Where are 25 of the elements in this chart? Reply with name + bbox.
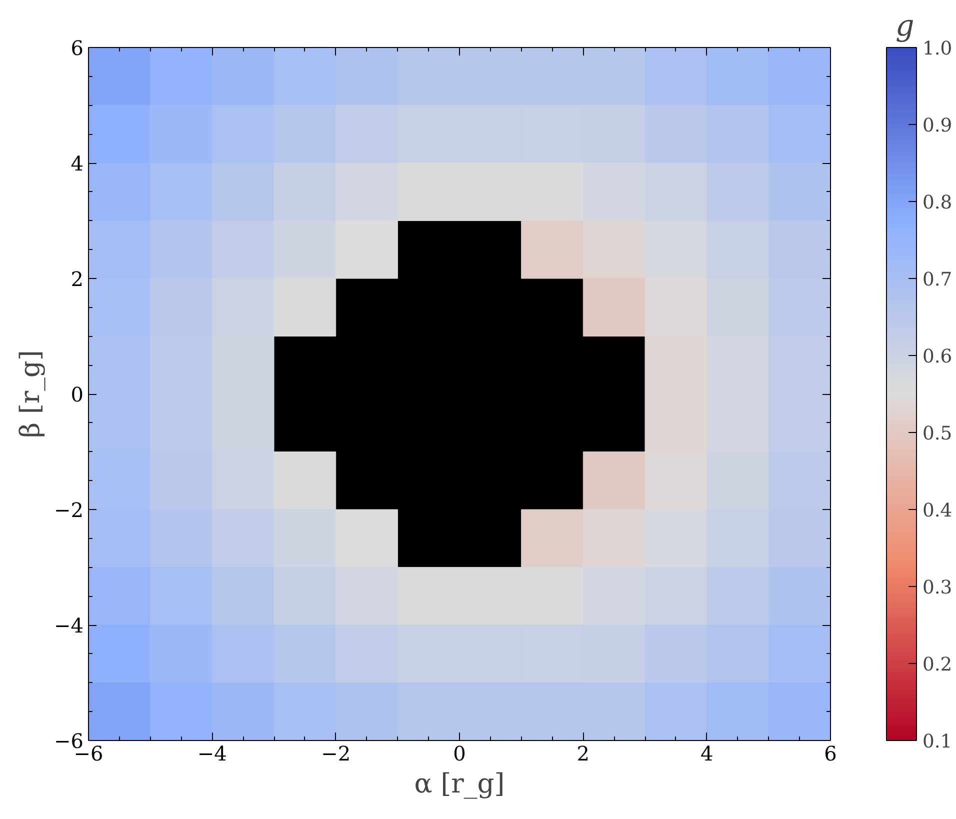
- color-bar-label: 0.7: [922, 270, 952, 290]
- x-tick-label: −4: [197, 742, 227, 766]
- color-bar-label: 0.9: [922, 116, 952, 136]
- y-axis-title: β [r_g]: [15, 350, 46, 438]
- y-tick-label: 0: [70, 382, 84, 406]
- y-tick-label: 6: [70, 36, 84, 60]
- y-tick-label: 2: [70, 267, 84, 291]
- x-tick-label: 4: [700, 742, 714, 766]
- color-bar-label: 0.3: [922, 578, 952, 598]
- x-axis-title: α [r_g]: [414, 768, 505, 800]
- y-tick-label: −2: [54, 498, 84, 522]
- x-tick-label: 0: [453, 742, 466, 766]
- color-bar-label: 0.6: [922, 346, 952, 368]
- color-bar-label: 1.0: [922, 38, 952, 60]
- color-bar-label: 0.5: [922, 424, 952, 444]
- y-tick-label: −4: [54, 614, 84, 638]
- x-tick-label: −2: [321, 742, 351, 766]
- color-bar-label: 0.4: [922, 500, 952, 522]
- color-bar-title: g: [896, 8, 914, 42]
- color-bar-label: 0.1: [922, 732, 952, 752]
- x-tick-label: 6: [824, 742, 837, 766]
- x-tick-label: 2: [576, 742, 590, 766]
- color-bar-label: 0.2: [922, 654, 952, 676]
- color-bar-label: 0.8: [922, 192, 952, 214]
- y-tick-label: 4: [70, 152, 84, 176]
